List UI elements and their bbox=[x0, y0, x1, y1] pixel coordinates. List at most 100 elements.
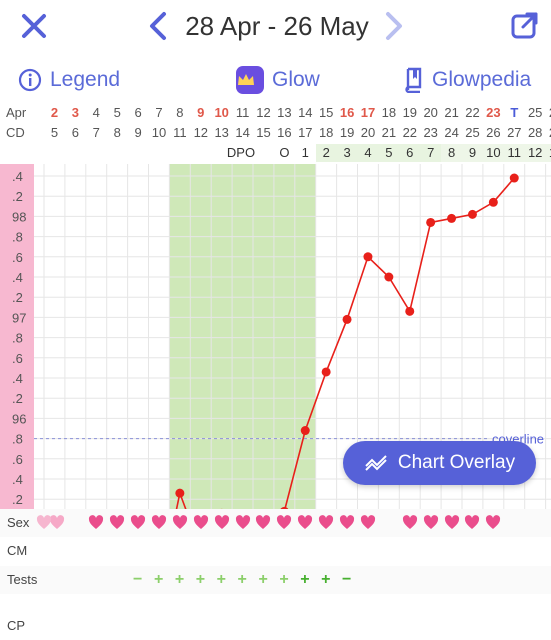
heart-icon[interactable] bbox=[360, 515, 376, 531]
cd-cell: 21 bbox=[381, 125, 397, 140]
y-tick-label: .4 bbox=[12, 371, 23, 386]
heart-icon[interactable] bbox=[464, 515, 480, 531]
share-icon[interactable] bbox=[510, 10, 540, 40]
test-positive-icon[interactable]: + bbox=[321, 571, 331, 588]
temperature-point bbox=[175, 488, 185, 498]
tab-legend[interactable]: Legend bbox=[18, 64, 120, 96]
heart-icon[interactable] bbox=[276, 515, 292, 531]
bottom-tracking-area: Sex CM Tests − + + + + + + + + + − CP bbox=[0, 509, 551, 640]
date-range-title: 28 Apr - 26 May bbox=[185, 11, 369, 41]
heart-icon[interactable] bbox=[49, 515, 65, 531]
heart-icon[interactable] bbox=[235, 515, 251, 531]
heart-icon[interactable] bbox=[318, 515, 334, 531]
book-icon bbox=[405, 67, 422, 93]
heart-icon[interactable] bbox=[444, 515, 460, 531]
test-positive-icon[interactable]: + bbox=[237, 571, 247, 588]
chevron-left-icon[interactable] bbox=[146, 10, 170, 42]
tab-glow[interactable]: Glow bbox=[236, 64, 320, 96]
temperature-point bbox=[426, 217, 436, 227]
cm-label: CM bbox=[7, 543, 28, 558]
cd-cell: 12 bbox=[193, 125, 209, 140]
period-band bbox=[0, 164, 34, 509]
heart-icon[interactable] bbox=[485, 515, 501, 531]
date-cell: 11 bbox=[235, 105, 250, 120]
tab-glowpedia[interactable]: Glowpedia bbox=[404, 64, 531, 96]
y-tick-label: .2 bbox=[12, 391, 23, 406]
test-negative-icon[interactable]: − bbox=[133, 571, 143, 588]
date-cell: 12 bbox=[256, 105, 271, 120]
heart-icon[interactable] bbox=[297, 515, 313, 531]
close-icon[interactable] bbox=[18, 10, 50, 42]
cd-cell: 7 bbox=[92, 125, 100, 140]
cd-cell: 24 bbox=[444, 125, 459, 140]
heart-icon[interactable] bbox=[109, 515, 125, 531]
chevron-right-icon[interactable] bbox=[382, 10, 406, 42]
y-tick-label: 96 bbox=[12, 411, 26, 426]
date-cell: 19 bbox=[402, 105, 418, 120]
date-cell: 14 bbox=[298, 105, 313, 120]
y-tick-label: .2 bbox=[12, 290, 23, 305]
heart-icon[interactable] bbox=[423, 515, 439, 531]
heart-icon[interactable] bbox=[151, 515, 167, 531]
test-positive-icon[interactable]: + bbox=[216, 571, 226, 588]
test-positive-icon[interactable]: + bbox=[279, 571, 289, 588]
heart-icon[interactable] bbox=[36, 515, 52, 531]
temperature-point bbox=[405, 306, 415, 316]
cd-cell: 16 bbox=[277, 125, 292, 140]
cd-cell: 25 bbox=[465, 125, 480, 140]
date-cell: 10 bbox=[214, 105, 229, 120]
temperature-point bbox=[384, 272, 394, 282]
date-cell: 20 bbox=[423, 105, 438, 120]
dpo-cell: 12 bbox=[524, 144, 546, 162]
tests-row: Tests − + + + + + + + + + − bbox=[0, 566, 551, 594]
date-cell: 16 bbox=[339, 105, 355, 120]
cp-row: CP bbox=[0, 612, 551, 640]
date-cell: 18 bbox=[381, 105, 397, 120]
dates-row: Apr 2 3 4 5 6 7 8 9 10 11 12 13 14 15 16 17 18 19 20 21 22 23… bbox=[0, 104, 551, 122]
heart-icon[interactable] bbox=[172, 515, 188, 531]
cm-row: CM bbox=[0, 537, 551, 565]
heart-icon[interactable] bbox=[88, 515, 104, 531]
y-tick-label: 97 bbox=[12, 310, 26, 325]
date-cell: 4 bbox=[92, 105, 100, 120]
temperature-point bbox=[488, 197, 498, 207]
heart-icon[interactable] bbox=[214, 515, 230, 531]
y-tick-label: .6 bbox=[12, 250, 23, 265]
test-positive-icon[interactable]: + bbox=[258, 571, 268, 588]
date-cell: 6 bbox=[134, 105, 142, 120]
dpo-cell: 5 bbox=[378, 144, 400, 162]
test-positive-icon[interactable]: + bbox=[195, 571, 206, 588]
test-negative-icon[interactable]: − bbox=[342, 571, 352, 588]
date-cell: 2 bbox=[50, 105, 59, 120]
temperature-point bbox=[363, 252, 373, 262]
bbt-chart: .4.298.8.6.4.297.8.6.4.296.8.6.4.2coverl… bbox=[0, 164, 551, 509]
cd-cell: 18 bbox=[318, 125, 334, 140]
temperature-point bbox=[321, 367, 331, 377]
heart-icon[interactable] bbox=[193, 515, 209, 531]
dpo-cell: 8 bbox=[441, 144, 463, 162]
heart-icon[interactable] bbox=[339, 515, 355, 531]
y-tick-label: .6 bbox=[12, 452, 23, 467]
month-label: Apr bbox=[6, 105, 27, 120]
temperature-point bbox=[447, 213, 457, 223]
cd-cell: 22 bbox=[402, 125, 418, 140]
date-cell: 8 bbox=[176, 105, 184, 120]
overlay-icon bbox=[365, 455, 387, 471]
test-positive-icon[interactable]: + bbox=[174, 571, 185, 588]
cd-cell: 27 bbox=[507, 125, 522, 140]
tab-bar: Legend Glow Glowpedia bbox=[0, 58, 551, 102]
temperature-point bbox=[509, 173, 519, 183]
heart-icon[interactable] bbox=[255, 515, 271, 531]
dpo-label: DPO bbox=[226, 145, 256, 160]
cd-cell: 23 bbox=[423, 125, 438, 140]
heart-icon[interactable] bbox=[130, 515, 146, 531]
top-bar: 28 Apr - 26 May bbox=[0, 0, 551, 56]
test-positive-icon[interactable]: + bbox=[300, 571, 310, 588]
dpo-row: DPO O12345678910111213 bbox=[0, 144, 551, 162]
sex-label: Sex bbox=[7, 515, 30, 530]
chart-overlay-button[interactable]: Chart Overlay bbox=[343, 441, 536, 485]
tab-glowpedia-label: Glowpedia bbox=[432, 68, 532, 91]
test-positive-icon[interactable]: + bbox=[153, 571, 164, 588]
heart-icon[interactable] bbox=[402, 515, 418, 531]
cd-cell: 28 bbox=[527, 125, 543, 140]
